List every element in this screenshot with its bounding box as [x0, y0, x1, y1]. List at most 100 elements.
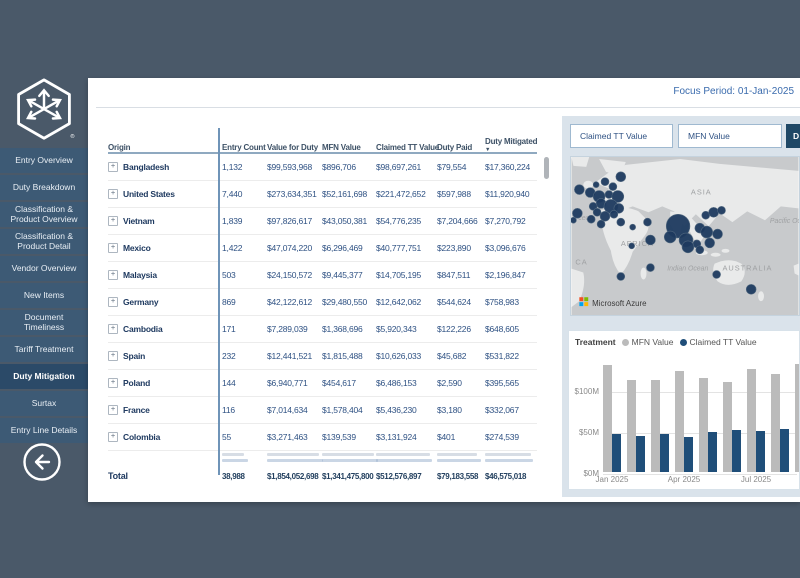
map-bubble[interactable]	[588, 202, 598, 211]
sidebar-item-new-items[interactable]: New Items	[0, 283, 88, 308]
sidebar-item-surtax[interactable]: Surtax	[0, 391, 88, 416]
mfn-value-filter[interactable]: MFN Value	[678, 124, 782, 148]
claimed-tt-value-bar[interactable]	[612, 434, 621, 472]
sidebar-item-duty-breakdown[interactable]: Duty Breakdown	[0, 175, 88, 200]
legend-item-mfn[interactable]: MFN Value	[621, 337, 674, 347]
sidebar-item-entry-overview[interactable]: Entry Overview	[0, 148, 88, 173]
map-bubble[interactable]	[592, 181, 600, 188]
column-header-origin[interactable]: Origin	[108, 143, 222, 152]
map-bubble[interactable]	[600, 177, 610, 186]
map-bubble[interactable]	[574, 184, 585, 195]
map-bubble[interactable]	[645, 234, 656, 246]
claimed-tt-filter-label: Claimed TT Value	[580, 131, 648, 141]
map-bubble[interactable]	[745, 284, 757, 295]
sidebar-item-document-timeliness[interactable]: Document Timeliness	[0, 310, 88, 335]
mfn-value-bar[interactable]	[699, 377, 708, 472]
table-row[interactable]: + Vietnam 1,839 $97,826,617 $43,050,381 $54,7…	[108, 208, 537, 235]
map-bubble[interactable]	[700, 225, 713, 239]
map-bubble[interactable]	[615, 171, 627, 182]
table-row[interactable]: + Mexico 1,422 $47,074,220 $6,296,469 $40,777…	[108, 235, 537, 262]
table-row[interactable]: + Colombia 55 $3,271,463 $139,539 $3,131,924 $…	[108, 424, 537, 451]
map-bubble[interactable]	[704, 237, 715, 249]
sidebar-item-classification-product-detail[interactable]: Classification & Product Detail	[0, 229, 88, 254]
mfn-value-bar[interactable]	[723, 381, 732, 472]
table-row[interactable]: + Spain 232 $12,441,521 $1,815,488 $10,626,03…	[108, 343, 537, 370]
mfn-value-bar[interactable]	[795, 364, 799, 472]
map-bubble[interactable]	[616, 217, 626, 227]
table-row[interactable]: + United States 7,440 $273,634,351 $52,161,6…	[108, 181, 537, 208]
map-bubble[interactable]	[596, 219, 606, 229]
sidebar-item-entry-line-details[interactable]: Entry Line Details	[0, 418, 88, 443]
expand-row-icon[interactable]: +	[108, 189, 118, 199]
map-bubble[interactable]	[629, 223, 636, 231]
claimed-tt-value-bar[interactable]	[756, 430, 765, 472]
expand-row-icon[interactable]: +	[108, 216, 118, 226]
sidebar-item-tariff-treatment[interactable]: Tariff Treatment	[0, 337, 88, 362]
map-bubble[interactable]	[592, 208, 602, 217]
map-bubble[interactable]	[712, 228, 723, 240]
column-header-claimed-tt-value[interactable]: Claimed TT Value	[376, 143, 439, 152]
map-bubble[interactable]	[616, 272, 626, 281]
map-bubble[interactable]	[608, 182, 618, 191]
claimed-tt-value-bar[interactable]	[660, 434, 669, 472]
map-bubble[interactable]	[613, 203, 625, 214]
treatment-chart[interactable]: Treatment MFN Value Claimed TT Value $0M…	[568, 330, 800, 490]
map-bubble[interactable]	[643, 217, 652, 227]
sidebar-item-vendor-overview[interactable]: Vendor Overview	[0, 256, 88, 281]
claimed-tt-value-bar[interactable]	[636, 435, 645, 472]
mfn-value-bar[interactable]	[627, 380, 636, 472]
expand-row-icon[interactable]: +	[108, 243, 118, 253]
expand-row-icon[interactable]: +	[108, 270, 118, 280]
map-bubble[interactable]	[611, 190, 625, 203]
column-header-duty-mitigated[interactable]: Duty Mitigated ▼	[485, 137, 538, 153]
mfn-value-bar[interactable]	[747, 368, 756, 472]
legend-item-claimed-tt[interactable]: Claimed TT Value	[679, 337, 757, 347]
table-row[interactable]: + France 116 $7,014,634 $1,578,404 $5,436,230…	[108, 397, 537, 424]
azure-attribution-text: Microsoft Azure	[592, 299, 647, 308]
claimed-tt-value-bar[interactable]	[732, 430, 741, 472]
map-bubble[interactable]	[695, 245, 705, 255]
mfn-value-bar[interactable]	[603, 364, 612, 472]
claimed-tt-value-bar[interactable]	[708, 431, 717, 472]
claimed-tt-value-filter[interactable]: Claimed TT Value	[570, 124, 673, 148]
table-row[interactable]: + Bangladesh 1,132 $99,593,968 $896,706 $98,6…	[108, 154, 537, 181]
map-bubble[interactable]	[717, 206, 726, 215]
column-header-duty-paid[interactable]: Duty Paid	[437, 143, 485, 152]
column-header-mfn-value[interactable]: MFN Value	[322, 143, 376, 152]
mfn-value-bar[interactable]	[771, 373, 780, 472]
table-scrollbar-thumb[interactable]	[544, 157, 549, 179]
table-row[interactable]: + Poland 144 $6,940,771 $454,617 $6,486,153 $2…	[108, 370, 537, 397]
expand-row-icon[interactable]: +	[108, 432, 118, 442]
expand-row-icon[interactable]: +	[108, 378, 118, 388]
expand-row-icon[interactable]: +	[108, 162, 118, 172]
map-bubble[interactable]	[628, 242, 635, 250]
column-header-value-for-duty[interactable]: Value for Duty	[267, 143, 322, 152]
mfn-value-bar[interactable]	[651, 380, 660, 472]
expand-row-icon[interactable]: +	[108, 405, 118, 415]
map-bubble[interactable]	[609, 210, 619, 219]
column-header-entry-count[interactable]: Entry Count	[222, 143, 267, 152]
map-bubble[interactable]	[572, 208, 583, 219]
claimed-tt-value-bar[interactable]	[780, 429, 789, 472]
sidebar-item-duty-mitigation[interactable]: Duty Mitigation	[0, 364, 88, 389]
expand-row-icon[interactable]: +	[108, 351, 118, 361]
expand-row-icon[interactable]: +	[108, 324, 118, 334]
map-bubble[interactable]	[708, 207, 719, 218]
table-row[interactable]: + Germany 869 $42,122,612 $29,480,550 $12,642…	[108, 289, 537, 316]
back-button[interactable]	[22, 442, 62, 482]
sidebar-item-classification-product-overview[interactable]: Classification & Product Overview	[0, 202, 88, 227]
map-bubble[interactable]	[586, 214, 596, 224]
table-row[interactable]: + Malaysia 503 $24,150,572 $9,445,377 $14,705…	[108, 262, 537, 289]
map-bubble[interactable]	[646, 263, 655, 272]
expand-row-icon[interactable]: +	[108, 297, 118, 307]
table-row[interactable]: + Cambodia 171 $7,289,039 $1,368,696 $5,920,3…	[108, 316, 537, 343]
claimed-tt-value-bar[interactable]	[684, 437, 693, 472]
map-bubble[interactable]	[663, 230, 677, 244]
map-bubble[interactable]	[571, 216, 577, 224]
mfn-value-bar[interactable]	[675, 371, 684, 472]
origin-map[interactable]: ASIA AFRICA AUSTRALIA Pacific Ocean Indian O…	[570, 156, 800, 316]
map-bubble[interactable]	[712, 270, 721, 279]
map-bubble[interactable]	[681, 240, 695, 254]
duty-filter-button[interactable]: D	[786, 124, 800, 148]
map-bubble[interactable]	[599, 211, 611, 222]
